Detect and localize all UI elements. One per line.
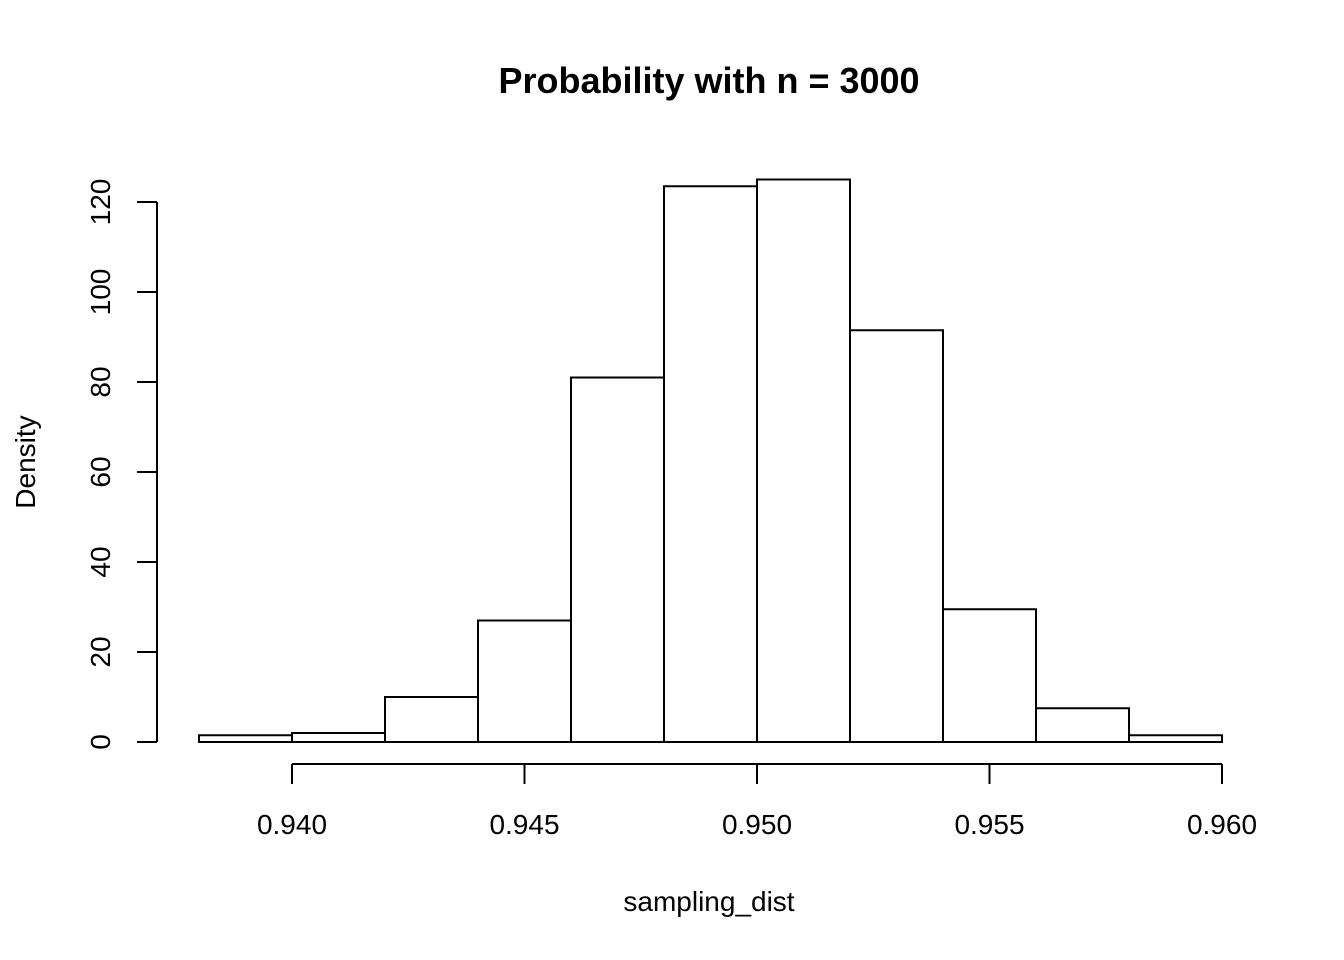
histogram-bar-0	[198, 734, 293, 743]
x-axis: 0.940 0.945 0.950 0.955 0.960	[257, 763, 1257, 840]
y-axis: 0 20 40 60 80 100 120	[85, 179, 158, 750]
y-tick-label: 120	[85, 179, 116, 226]
chart-title: Probability with n = 3000	[498, 60, 919, 101]
histogram-bar-6	[756, 178, 851, 743]
y-tick-label: 20	[85, 636, 116, 667]
y-axis-label: Density	[10, 415, 41, 508]
histogram-bar-3	[477, 619, 572, 743]
y-tick-label: 100	[85, 269, 116, 316]
histogram-bar-8	[942, 608, 1037, 743]
x-tick-label: 0.960	[1187, 809, 1257, 840]
histogram-bar-9	[1035, 707, 1130, 743]
x-tick-label: 0.945	[489, 809, 559, 840]
y-tick-label: 40	[85, 546, 116, 577]
x-axis-label: sampling_dist	[623, 886, 794, 917]
y-tick-label: 0	[85, 734, 116, 750]
histogram-bar-4	[570, 376, 665, 743]
histogram-bar-5	[663, 185, 758, 743]
y-tick-label: 80	[85, 366, 116, 397]
x-tick-label: 0.950	[722, 809, 792, 840]
histogram-bar-1	[291, 732, 386, 743]
x-tick-label: 0.955	[954, 809, 1024, 840]
x-tick-label: 0.940	[257, 809, 327, 840]
bars-group	[198, 178, 1223, 743]
histogram-bar-2	[384, 696, 479, 743]
histogram-bar-10	[1128, 734, 1223, 743]
y-tick-label: 60	[85, 456, 116, 487]
histogram-bar-7	[849, 329, 944, 743]
